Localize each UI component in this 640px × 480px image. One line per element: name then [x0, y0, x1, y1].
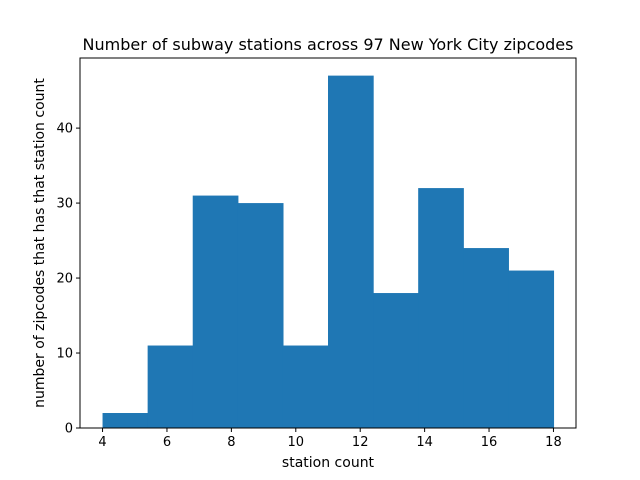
y-tick-label: 30 [56, 197, 73, 212]
histogram-bar-1 [147, 345, 194, 428]
x-axis-ticks: 4 6 8 10 12 14 16 18 [98, 428, 562, 450]
x-tick-label: 16 [481, 435, 498, 450]
y-tick-label: 40 [56, 122, 73, 137]
bars-group [102, 75, 555, 428]
x-tick-label: 14 [416, 435, 433, 450]
y-axis-label: number of zipcodes that has that station… [32, 78, 48, 408]
y-tick-label: 10 [56, 347, 73, 362]
histogram-bar-5 [328, 75, 374, 428]
x-axis-label: station count [282, 455, 375, 471]
plot-frame [79, 57, 577, 429]
histogram-bar-6 [373, 293, 419, 428]
y-tick-label: 0 [65, 422, 73, 437]
x-tick-label: 10 [288, 435, 305, 450]
x-tick-label: 8 [227, 435, 235, 450]
histogram-bar-2 [192, 195, 239, 428]
x-tick-label: 6 [163, 435, 171, 450]
x-tick-label: 18 [545, 435, 562, 450]
y-axis-ticks: 0 10 20 30 40 [56, 122, 80, 437]
chart-title: Number of subway stations across 97 New … [83, 35, 574, 54]
x-tick-label: 4 [98, 435, 106, 450]
y-tick-label: 20 [56, 272, 73, 287]
histogram-bar-8 [463, 248, 509, 428]
histogram-bar-7 [418, 188, 464, 428]
histogram-bar-3 [237, 203, 284, 428]
histogram-bar-0 [102, 413, 149, 428]
histogram-bar-4 [282, 345, 329, 428]
x-tick-label: 12 [352, 435, 369, 450]
histogram-bar-9 [508, 270, 555, 428]
